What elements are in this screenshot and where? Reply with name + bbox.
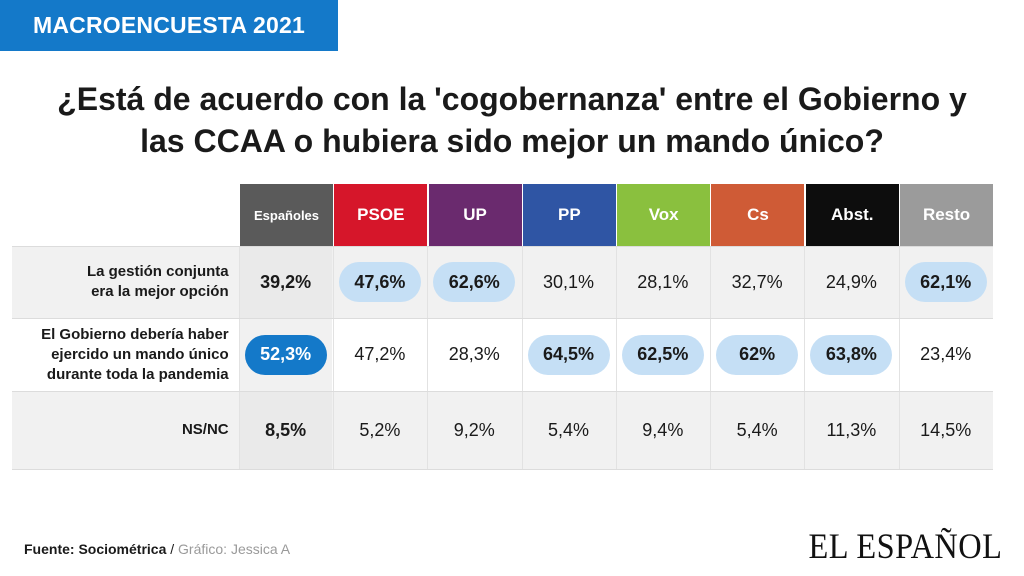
cell-value: 8,5% bbox=[265, 419, 307, 440]
survey-badge: MACROENCUESTA 2021 bbox=[0, 0, 338, 51]
cell-value: 24,9% bbox=[825, 271, 877, 292]
chart-title: ¿Está de acuerdo con la 'cogobernanza' e… bbox=[40, 78, 984, 162]
table-cell: 5,4% bbox=[710, 391, 803, 469]
table-cell: 5,2% bbox=[332, 391, 426, 469]
table-cell: 47,6% bbox=[332, 246, 426, 318]
table-cell: 30,1% bbox=[521, 246, 615, 318]
row-divider bbox=[12, 391, 993, 392]
footer-credits: Fuente: Sociométrica / Gráfico: Jessica … bbox=[24, 541, 290, 557]
cell-value: 9,2% bbox=[453, 419, 495, 440]
cell-value: 9,4% bbox=[642, 419, 684, 440]
title-line-1: ¿Está de acuerdo con la 'cogobernanza' e… bbox=[57, 81, 967, 117]
table-cell: 9,2% bbox=[427, 391, 520, 469]
row-label: NS/NC bbox=[181, 421, 229, 438]
highlighted-cell-value: 52,3% bbox=[244, 334, 327, 375]
column-header: UP bbox=[428, 184, 522, 246]
highlighted-cell-value: 62% bbox=[716, 334, 799, 375]
row-divider bbox=[12, 469, 993, 470]
title-line-2: las CCAA o hubiera sido mejor un mando ú… bbox=[140, 123, 884, 159]
row-label: El Gobierno debería haber ejercido un ma… bbox=[41, 325, 229, 383]
footer-separator: / bbox=[166, 541, 179, 557]
table-cell: 62,6% bbox=[427, 246, 520, 318]
highlighted-cell-value: 62,6% bbox=[433, 262, 516, 302]
cell-value: 30,1% bbox=[542, 271, 595, 292]
table-cell: 14,5% bbox=[898, 391, 992, 469]
column-header: PSOE bbox=[334, 184, 428, 246]
table-cell: 8,5% bbox=[238, 391, 332, 469]
table-cell: 28,1% bbox=[615, 246, 709, 318]
cell-value: 47,2% bbox=[354, 344, 406, 364]
highlighted-cell-value: 47,6% bbox=[338, 262, 421, 302]
table-cell: 47,2% bbox=[332, 318, 426, 391]
cell-value: 14,5% bbox=[920, 419, 972, 440]
cell-value: 11,3% bbox=[826, 419, 877, 440]
cell-value: 28,1% bbox=[637, 271, 689, 292]
results-table: Españoles PSOE UP PP Vox Cs Abst. Resto La gest… bbox=[12, 184, 994, 470]
table-cell: 24,9% bbox=[804, 246, 897, 318]
table-cell: 62,1% bbox=[898, 246, 992, 318]
publisher-logo: EL ESPAÑOL bbox=[808, 526, 1002, 566]
column-header-row: Españoles PSOE UP PP Vox Cs Abst. Resto bbox=[240, 184, 994, 246]
table-row: El Gobierno debería haber ejercido un ma… bbox=[12, 318, 993, 391]
column-header: PP bbox=[522, 184, 616, 246]
table-cell: 64,5% bbox=[521, 318, 615, 391]
table-cell: 52,3% bbox=[238, 318, 332, 391]
column-header: Abst. bbox=[805, 184, 899, 246]
cell-value: 5,4% bbox=[736, 419, 778, 440]
table-cell: 63,8% bbox=[804, 318, 897, 391]
row-divider bbox=[12, 246, 993, 247]
highlighted-cell-value: 64,5% bbox=[527, 334, 610, 375]
table-cell: 9,4% bbox=[615, 391, 709, 469]
cell-value: 5,2% bbox=[359, 419, 401, 440]
table-cell: 62,5% bbox=[615, 318, 709, 391]
highlighted-cell-value: 63,8% bbox=[810, 334, 893, 375]
column-header: Cs bbox=[711, 184, 805, 246]
row-divider bbox=[12, 318, 993, 319]
highlighted-cell-value: 62,1% bbox=[904, 262, 987, 302]
table-cell: 39,2% bbox=[238, 246, 332, 318]
table-cell: 23,4% bbox=[898, 318, 992, 391]
cell-value: 23,4% bbox=[920, 344, 972, 364]
table-cell: 5,4% bbox=[521, 391, 615, 469]
column-header: Españoles bbox=[240, 184, 333, 246]
table-row: La gestión conjunta era la mejor opción 3… bbox=[12, 246, 993, 318]
table-cell: 28,3% bbox=[427, 318, 520, 391]
cell-value: 39,2% bbox=[260, 271, 312, 292]
highlighted-cell-value: 62,5% bbox=[621, 334, 704, 375]
table-cell: 32,7% bbox=[710, 246, 803, 318]
credit-text: Gráfico: Jessica A bbox=[178, 541, 291, 557]
table-cell: 62% bbox=[710, 318, 803, 391]
cell-value: 5,4% bbox=[548, 419, 590, 440]
source-text: Fuente: Sociométrica bbox=[24, 541, 167, 557]
table-cell: 11,3% bbox=[804, 391, 897, 469]
table-row: NS/NC 8,5% 5,2% 9,2% 5,4% 9,4% 5,4% 11,3% 14,5% bbox=[12, 391, 993, 469]
cell-value: 28,3% bbox=[448, 344, 500, 364]
column-header: Vox bbox=[617, 184, 711, 246]
column-header: Resto bbox=[900, 184, 994, 246]
row-label: La gestión conjunta era la mejor opción bbox=[86, 263, 229, 300]
cell-value: 32,7% bbox=[731, 271, 783, 292]
